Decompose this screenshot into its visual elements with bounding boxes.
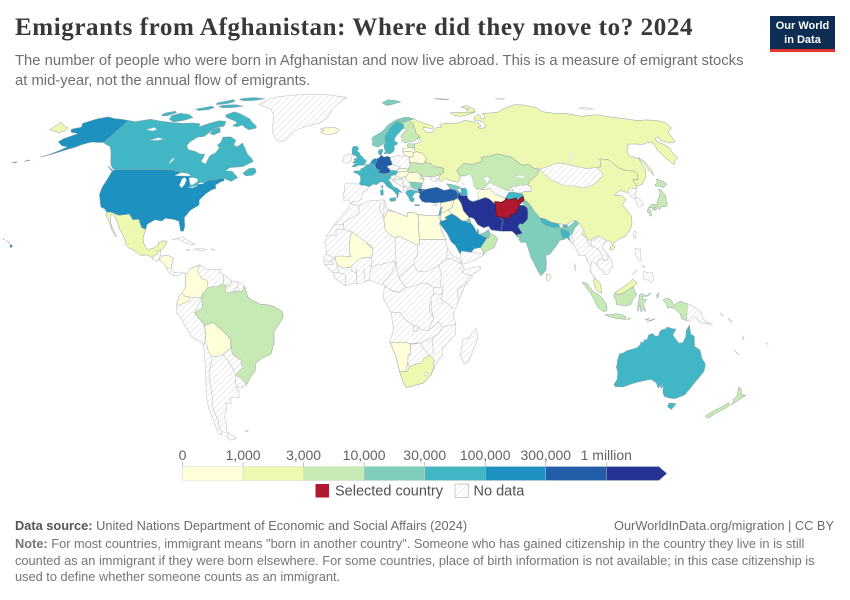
- svg-text:300,000: 300,000: [520, 447, 571, 463]
- svg-text:100,000: 100,000: [460, 447, 511, 463]
- svg-text:3,000: 3,000: [286, 447, 321, 463]
- svg-text:10,000: 10,000: [343, 447, 386, 463]
- svg-text:30,000: 30,000: [403, 447, 446, 463]
- svg-text:No data: No data: [474, 484, 526, 500]
- svg-text:Selected country: Selected country: [335, 484, 444, 500]
- svg-text:0: 0: [179, 447, 187, 463]
- svg-text:1,000: 1,000: [226, 447, 261, 463]
- svg-text:1 million: 1 million: [581, 447, 632, 463]
